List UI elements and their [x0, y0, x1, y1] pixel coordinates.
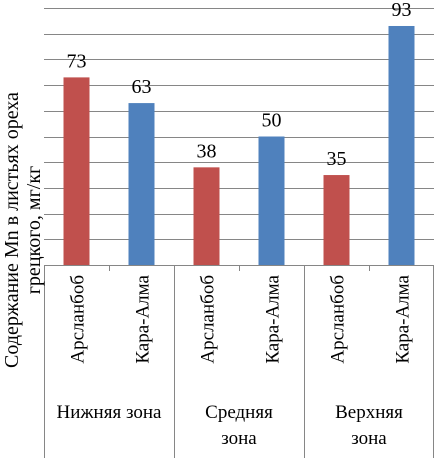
- bar: [63, 77, 90, 265]
- bar: [128, 103, 155, 265]
- data-label: 38: [197, 140, 217, 162]
- bar: [193, 167, 220, 265]
- bars: [63, 25, 415, 265]
- y-axis-label-line: Содержание Mn в листьях ореха: [1, 92, 23, 368]
- category-label: Кара-Алма: [263, 274, 284, 363]
- group-label: Нижняя зона: [57, 402, 162, 423]
- data-labels: 73 63 38 50 35 93: [67, 0, 412, 170]
- category-label: Кара-Алма: [393, 274, 414, 363]
- group-label: зона: [351, 428, 387, 449]
- group-label: Средняя: [205, 402, 273, 423]
- data-label: 93: [392, 0, 412, 21]
- bar: [323, 175, 350, 265]
- data-label: 35: [327, 148, 347, 170]
- bar: [258, 136, 285, 265]
- data-label: 73: [67, 50, 87, 72]
- category-label: Кара-Алма: [133, 274, 154, 363]
- group-label: зона: [221, 428, 257, 449]
- category-label: Арсланбоб: [328, 275, 349, 364]
- category-label: Арсланбоб: [68, 275, 89, 364]
- group-label: Верхняя: [335, 402, 403, 423]
- category-axis: Арсланбоб Кара-Алма Нижняя зона Арсланбоб Ка…: [44, 265, 434, 458]
- data-label: 50: [262, 110, 282, 132]
- gridlines: [44, 8, 434, 240]
- y-axis-label: Содержание Mn в листьях орехагрецкого, м…: [1, 92, 45, 368]
- category-label: Арсланбоб: [198, 275, 219, 364]
- data-label: 63: [132, 76, 152, 98]
- y-axis-label-line: грецкого, мг/кг: [23, 166, 45, 295]
- bar: [388, 25, 415, 265]
